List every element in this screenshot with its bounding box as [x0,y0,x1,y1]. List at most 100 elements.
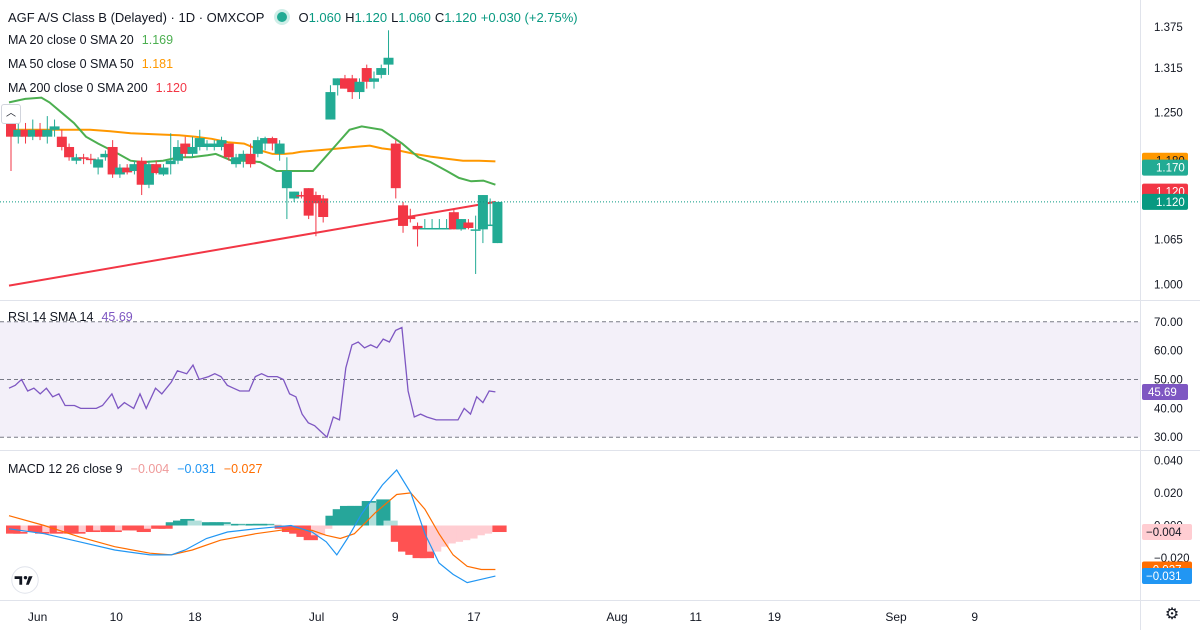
market-status-icon [274,9,291,25]
candle-body [354,81,365,93]
price-axis-label: 1.170 [1156,163,1185,175]
macd-hist-bar [165,522,180,526]
macd-hist-bar [64,525,79,534]
candle-body [376,68,387,75]
macd-hist-bar [27,525,42,533]
candle-body [216,140,227,147]
rsi-tick-label: 50.00 [1154,375,1183,387]
price-axis-label-bg [1142,159,1188,176]
candle-body [383,57,394,65]
candle-body [231,157,242,165]
close-label: C [434,10,445,25]
candle-body [361,68,372,82]
macd-line-value: −0.031 [177,462,216,476]
candle-body [238,153,249,161]
macd-hist-bar [172,520,188,526]
macd-line [8,469,496,584]
macd-tick-label: 0.020 [1154,488,1183,500]
candle-body [492,201,503,244]
candle-body [412,225,423,230]
candle-body [35,129,46,137]
candle-body [477,195,488,230]
candle-body [463,222,474,228]
candle-body [296,195,307,197]
candle-body [20,129,31,137]
macd-hist-bar [114,525,130,531]
macd-legend[interactable]: MACD 12 26 close 9 −0.004 −0.031 −0.027 [8,462,262,476]
ma50-line [9,128,496,163]
rsi-tick-label: 70.00 [1154,317,1183,329]
ma200-legend[interactable]: MA 200 close 0 SMA 200 1.120 [8,81,187,95]
candle-body [485,224,496,227]
settings-gear-icon[interactable]: ⚙ [1164,606,1180,623]
candle-body [209,143,220,147]
candle-body [252,140,263,154]
macd-hist-bar [310,525,326,536]
macd-hist-bar [209,522,224,526]
candle-body [448,212,459,230]
ma20-line [8,96,496,186]
candle-body [274,143,285,154]
macd-hist-bar [56,525,72,533]
candle-body [347,78,358,93]
macd-axis-label: −0.004 [1146,527,1182,539]
macd-hist-bar [85,525,101,533]
candle-body [260,138,271,144]
candle-body [180,143,191,154]
macd-hist-bar [78,525,93,533]
candle-body [456,219,467,230]
candle-body [318,198,329,218]
macd-hist-bar [485,525,500,533]
macd-hist-bar [231,523,246,526]
tradingview-logo[interactable] [8,566,42,594]
candle-body [419,227,430,230]
macd-hist-bar [477,525,493,534]
macd-hist-bar [143,525,159,529]
candle-body [434,227,445,230]
ma50-legend[interactable]: MA 50 close 0 SMA 50 1.181 [8,57,173,71]
candle-body [136,160,147,185]
candle-body [42,129,53,137]
macd-hist-bar [187,520,202,526]
macd-hist-bar [122,525,137,531]
ma50-label: MA 50 close 0 SMA 50 [8,57,134,71]
change-value: +0.030 (+2.75%) [480,10,578,25]
macd-hist-bar [194,522,209,526]
close-value: 1.120 [444,10,477,25]
candle-body [6,122,16,137]
time-tick-label: 19 [768,610,782,624]
price-axis-label: 1.120 [1156,197,1185,209]
candle-body [93,159,104,168]
candle-body [165,160,176,165]
ma200-value: 1.120 [155,81,187,95]
time-tick-label: Jun [28,610,47,624]
rsi-legend[interactable]: RSI 14 SMA 14 45.69 [8,310,133,324]
open-value: 1.060 [308,10,342,25]
time-tick-label: 9 [392,610,399,624]
macd-hist-bar [325,515,340,526]
low-label: L [391,10,399,25]
macd-hist-bar [376,499,391,526]
time-tick-label: 9 [971,610,978,624]
macd-tick-label: 0.040 [1154,455,1183,467]
macd-hist-bar [470,525,485,536]
candle-body [267,138,278,144]
symbol-title[interactable]: AGF A/S Class B (Delayed) · 1D · OMXCOP [8,10,265,25]
time-tick-label: Sep [885,610,907,624]
macd-hist-bar [180,518,195,526]
macd-axis-label: −0.031 [1146,571,1182,583]
macd-hist-bar [267,524,282,526]
candle-body [114,167,125,175]
ma20-value: 1.169 [141,33,174,47]
price-tick-label: 1.375 [1154,22,1183,34]
low-value: 1.060 [398,10,431,25]
macd-signal-line [8,492,496,571]
time-tick-label: 11 [689,610,702,624]
macd-hist-bar [492,525,507,533]
candle-body [129,164,140,172]
ma20-legend[interactable]: MA 20 close 0 SMA 20 1.169 [8,33,173,47]
candle-body [223,143,234,158]
collapse-legend-button[interactable]: ︿ [1,104,21,124]
candle-body [158,167,169,175]
macd-hist-bar [107,525,122,533]
